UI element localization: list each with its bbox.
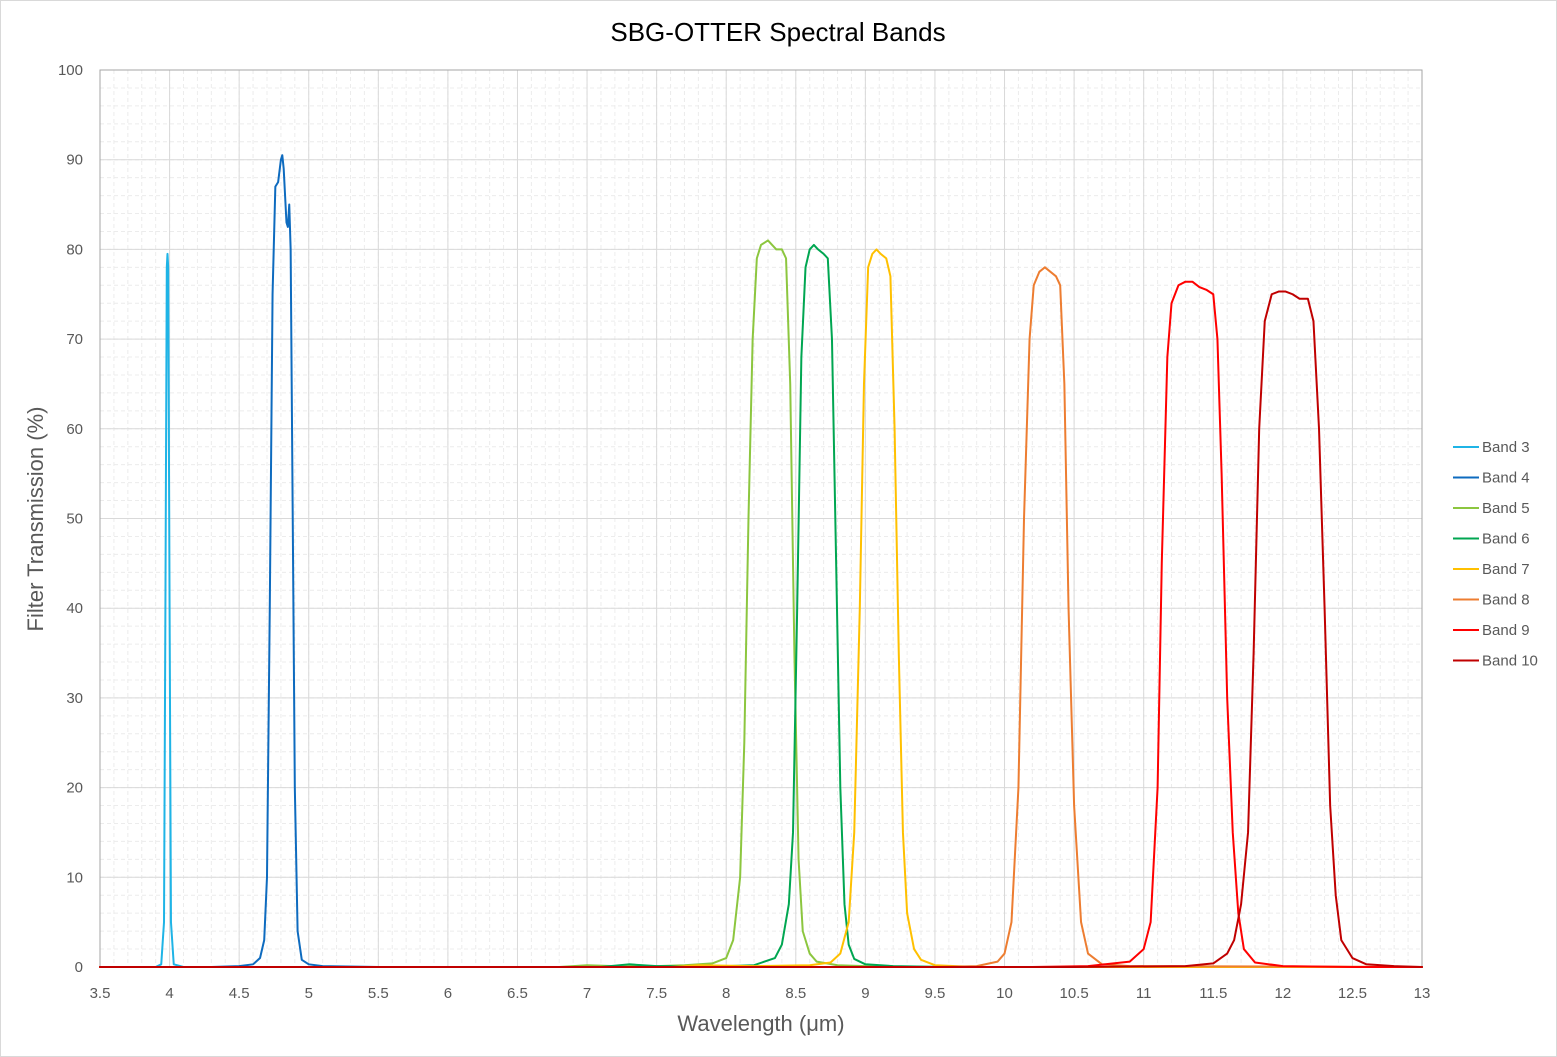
x-tick-label: 12.5: [1338, 985, 1367, 1002]
series-line-band-9: [99, 280, 1423, 968]
y-tick-label: 30: [66, 690, 83, 707]
y-tick-label: 60: [66, 421, 83, 438]
x-tick-label: 5: [305, 985, 313, 1002]
legend-item: Band 5: [1453, 500, 1530, 517]
legend-item: Band 9: [1453, 622, 1530, 639]
x-tick-label: 8.5: [785, 985, 806, 1002]
x-axis-tick-labels: 3.5 4 4.5 5 5.5 6 6.5 7 7.5 8 8.5 9 9.5 10 10.5 11 11.5 1…: [90, 985, 1431, 1002]
series-line-band-8: [99, 266, 1423, 968]
x-tick-label: 10: [996, 985, 1013, 1002]
y-tick-label: 70: [66, 331, 83, 348]
legend-label: Band 6: [1482, 531, 1530, 548]
legend: Band 3 Band 4 Band 5 Band 6 Band 7 Band 8 Band…: [1453, 439, 1538, 670]
legend-item: Band 4: [1453, 470, 1530, 487]
series-layer: [99, 154, 1423, 968]
y-tick-label: 0: [75, 959, 83, 976]
x-tick-label: 8: [722, 985, 730, 1002]
x-tick-label: 11: [1136, 985, 1152, 1002]
legend-label: Band 4: [1482, 470, 1530, 487]
x-tick-label: 3.5: [90, 985, 111, 1002]
x-tick-label: 4: [165, 985, 173, 1002]
y-tick-label: 90: [66, 152, 83, 169]
legend-label: Band 10: [1482, 653, 1538, 670]
legend-item: Band 7: [1453, 561, 1530, 578]
series-line-band-4: [99, 154, 1423, 968]
x-tick-label: 9.5: [925, 985, 946, 1002]
y-tick-label: 50: [66, 511, 83, 528]
y-tick-label: 10: [66, 869, 83, 886]
legend-item: Band 6: [1453, 531, 1530, 548]
legend-label: Band 9: [1482, 622, 1530, 639]
series-line-band-10: [99, 290, 1423, 968]
legend-item: Band 3: [1453, 439, 1530, 456]
chart-title: SBG-OTTER Spectral Bands: [610, 17, 945, 47]
x-tick-label: 6: [444, 985, 452, 1002]
x-tick-label: 12: [1274, 985, 1291, 1002]
series-line-band-3: [99, 252, 1423, 968]
x-tick-label: 10.5: [1060, 985, 1089, 1002]
series-line-band-7: [99, 248, 1423, 968]
y-tick-label: 80: [66, 241, 83, 258]
x-tick-label: 13: [1414, 985, 1431, 1002]
x-tick-label: 5.5: [368, 985, 389, 1002]
legend-label: Band 7: [1482, 561, 1530, 578]
x-tick-label: 4.5: [229, 985, 250, 1002]
x-axis-title: Wavelength (μm): [677, 1011, 844, 1036]
x-tick-label: 7: [583, 985, 591, 1002]
legend-label: Band 5: [1482, 500, 1530, 517]
x-tick-label: 6.5: [507, 985, 528, 1002]
y-tick-label: 20: [66, 780, 83, 797]
x-tick-label: 11.5: [1199, 985, 1227, 1002]
x-tick-label: 7.5: [646, 985, 667, 1002]
x-tick-label: 9: [861, 985, 869, 1002]
y-axis-tick-labels: 0 10 20 30 40 50 60 70 80 90 100: [58, 62, 83, 976]
legend-item: Band 8: [1453, 592, 1530, 609]
y-tick-label: 100: [58, 62, 83, 79]
y-tick-label: 40: [66, 600, 83, 617]
legend-item: Band 10: [1453, 653, 1538, 670]
legend-label: Band 8: [1482, 592, 1530, 609]
y-axis-title: Filter Transmission (%): [23, 407, 48, 632]
legend-label: Band 3: [1482, 439, 1530, 456]
